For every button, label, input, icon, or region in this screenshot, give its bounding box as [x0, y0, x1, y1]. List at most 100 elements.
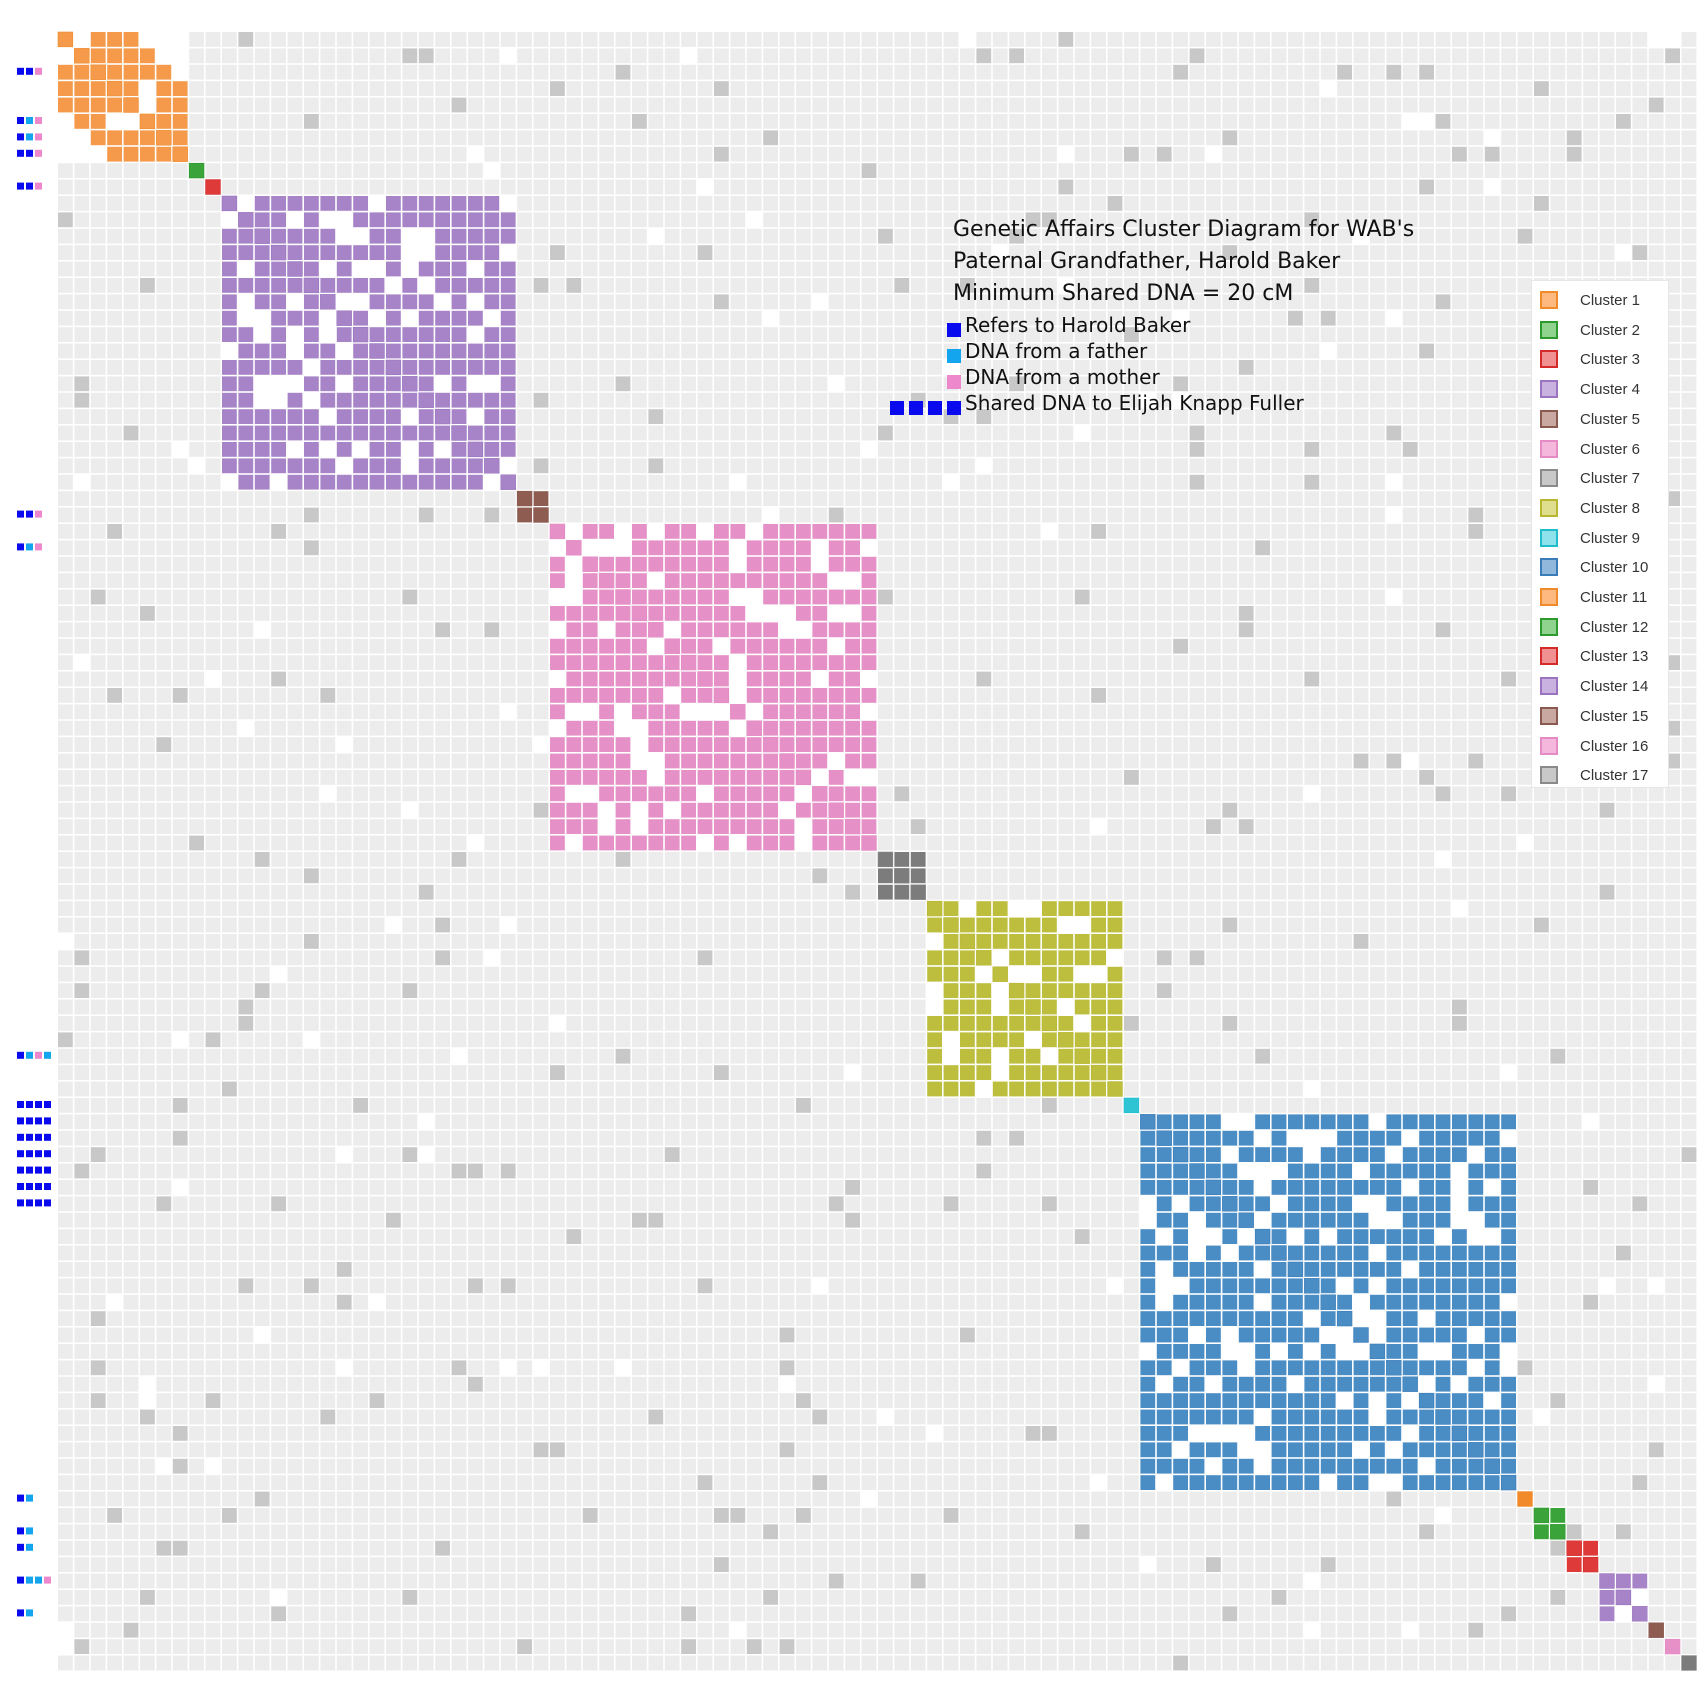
cell: [418, 589, 434, 605]
cell: [484, 491, 500, 506]
cell: [992, 458, 1008, 474]
cell: [533, 130, 549, 146]
cell: [1091, 835, 1106, 851]
cell: [1648, 32, 1664, 47]
cell: [1140, 442, 1156, 457]
cell: [435, 228, 450, 244]
cell: [435, 392, 450, 408]
cell: [1665, 245, 1680, 260]
cell: [1206, 212, 1221, 228]
cell: [960, 622, 975, 638]
cell: [1304, 556, 1320, 572]
cell: [386, 835, 401, 851]
cell: [943, 786, 959, 802]
cell: [484, 245, 500, 260]
cell: [1320, 770, 1336, 785]
cell: [435, 196, 450, 211]
cell: [304, 540, 319, 556]
cell: [1435, 458, 1451, 474]
cell: [1025, 130, 1041, 146]
cell: [746, 589, 762, 605]
cell: [861, 343, 877, 359]
cell: [435, 770, 450, 785]
cell: [58, 655, 73, 670]
cell: [1583, 179, 1598, 195]
cell: [1468, 64, 1484, 80]
cell: [172, 425, 188, 441]
cell: [1091, 770, 1106, 785]
cell: [1419, 606, 1434, 621]
cell: [697, 786, 713, 802]
cell: [779, 770, 795, 785]
cell: [779, 64, 795, 80]
cell: [1140, 196, 1156, 211]
cell: [1419, 573, 1434, 588]
cell: [1173, 146, 1188, 162]
cell: [992, 819, 1008, 834]
cell: [254, 425, 270, 441]
cell: [1370, 556, 1385, 572]
cell: [1156, 835, 1172, 851]
cell: [1074, 606, 1090, 621]
cell: [779, 638, 795, 654]
cell: [74, 179, 90, 195]
cell: [1370, 228, 1385, 244]
cell: [828, 81, 844, 96]
cell: [1599, 130, 1615, 146]
cell: [320, 179, 336, 195]
cell: [664, 392, 680, 408]
cell: [304, 442, 319, 457]
cell: [943, 196, 959, 211]
cell: [566, 32, 582, 47]
cell: [861, 819, 877, 834]
cell: [58, 524, 73, 539]
cell: [90, 819, 106, 834]
cell: [697, 556, 713, 572]
cell: [533, 327, 549, 342]
cell: [402, 802, 418, 818]
cell: [172, 704, 188, 720]
cell: [369, 819, 385, 834]
cell: [451, 360, 467, 375]
cell: [1402, 458, 1418, 474]
cell: [812, 540, 828, 556]
cell: [156, 802, 172, 818]
cell: [222, 638, 237, 654]
cell: [156, 81, 172, 96]
cell: [336, 770, 352, 785]
cell: [1009, 507, 1024, 523]
cell: [1189, 196, 1205, 211]
cell: [582, 540, 598, 556]
cell: [1156, 458, 1172, 474]
cell: [796, 425, 811, 441]
cell: [1468, 556, 1484, 572]
cell: [1517, 261, 1533, 277]
cell: [746, 409, 762, 424]
cell: [140, 196, 155, 211]
cell: [1058, 146, 1074, 162]
cell: [271, 409, 286, 424]
cell: [517, 556, 532, 572]
cell: [123, 704, 139, 720]
cell: [1025, 786, 1041, 802]
cell: [1484, 671, 1500, 687]
cell: [304, 786, 319, 802]
cell: [386, 196, 401, 211]
cell: [828, 212, 844, 228]
cell: [517, 64, 532, 80]
cell: [140, 704, 155, 720]
cell: [910, 261, 926, 277]
cell: [1616, 835, 1631, 851]
cell: [1189, 458, 1205, 474]
cell: [1058, 606, 1074, 621]
cell: [336, 360, 352, 375]
cell: [664, 81, 680, 96]
cell: [369, 64, 385, 80]
cell: [353, 819, 368, 834]
cell: [222, 786, 237, 802]
cell: [1074, 163, 1090, 178]
cell: [582, 278, 598, 293]
cell: [74, 343, 90, 359]
cell: [1042, 294, 1057, 310]
cell: [320, 409, 336, 424]
